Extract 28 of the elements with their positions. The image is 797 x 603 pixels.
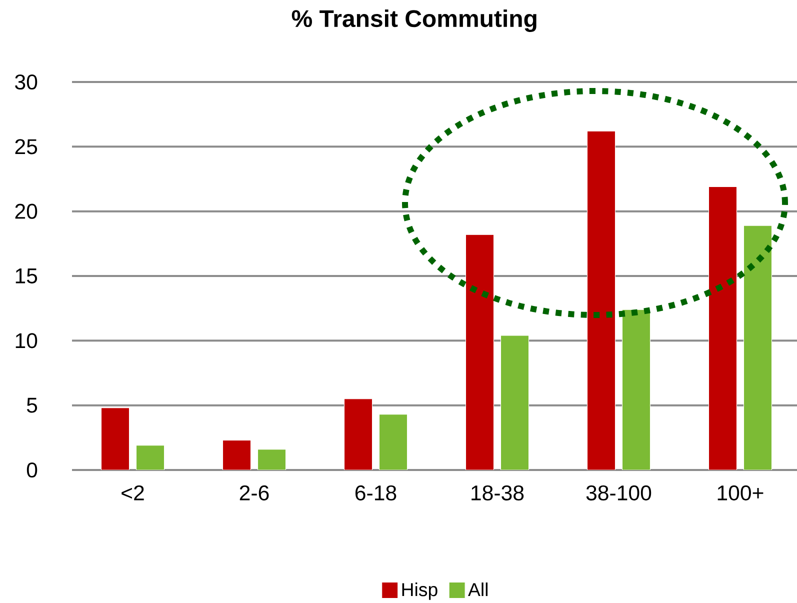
bar bbox=[622, 309, 651, 470]
bar bbox=[500, 335, 530, 470]
bar bbox=[222, 440, 252, 470]
chart-title: % Transit Commuting bbox=[292, 9, 536, 32]
y-tick-label: 5 bbox=[26, 398, 38, 413]
y-tick-label: 15 bbox=[16, 268, 38, 284]
y-tick-label: 0 bbox=[26, 462, 38, 478]
legend-label: Hisp bbox=[402, 582, 438, 600]
y-tick-label: 25 bbox=[15, 139, 38, 154]
x-tick-label: 6-18 bbox=[355, 485, 396, 500]
x-tick-label: 2-6 bbox=[240, 485, 269, 500]
x-tick-label: <2 bbox=[122, 485, 144, 500]
bar bbox=[136, 445, 165, 470]
bar bbox=[378, 414, 408, 470]
legend-label: All bbox=[468, 582, 488, 596]
bar bbox=[100, 408, 130, 470]
bar bbox=[586, 130, 616, 470]
y-tick-label: 30 bbox=[15, 74, 38, 90]
x-tick-label: 38-100 bbox=[586, 485, 652, 500]
y-tick-label: 20 bbox=[15, 204, 38, 219]
bar bbox=[465, 234, 494, 470]
x-tick-label: 18-38 bbox=[472, 485, 524, 500]
x-tick-label: 100+ bbox=[718, 485, 764, 500]
bar bbox=[708, 186, 738, 470]
bar bbox=[743, 225, 772, 470]
y-tick-label: 10 bbox=[16, 333, 38, 348]
bar bbox=[344, 398, 373, 470]
bar bbox=[257, 449, 286, 470]
